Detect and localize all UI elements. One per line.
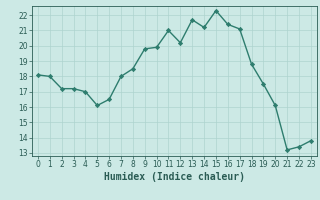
X-axis label: Humidex (Indice chaleur): Humidex (Indice chaleur)	[104, 172, 245, 182]
